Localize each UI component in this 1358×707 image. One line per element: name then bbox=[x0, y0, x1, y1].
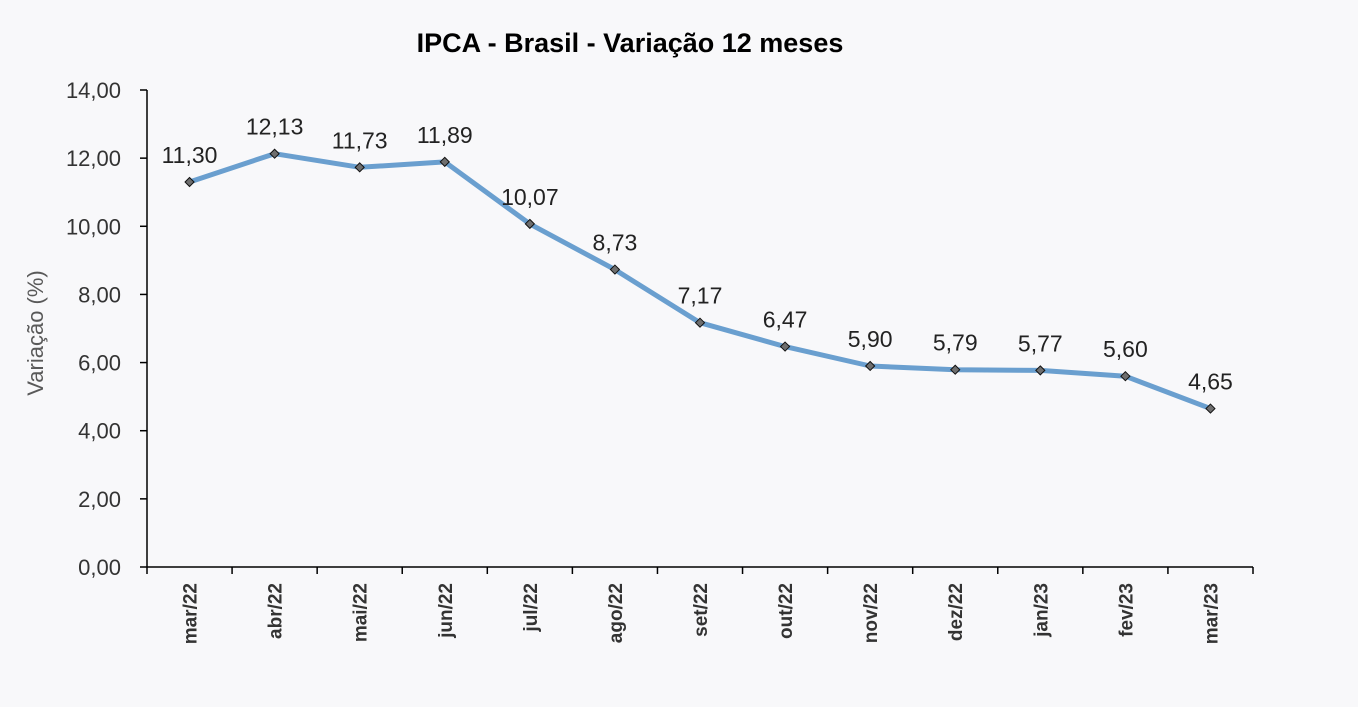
data-label: 5,90 bbox=[848, 326, 893, 352]
data-label: 5,79 bbox=[933, 330, 978, 356]
x-tick-label: dez/22 bbox=[946, 583, 967, 641]
data-point-marker bbox=[1120, 370, 1131, 382]
data-point-marker bbox=[609, 264, 621, 275]
data-point-marker bbox=[1035, 365, 1046, 376]
data-point-marker bbox=[779, 341, 791, 352]
data-point-marker bbox=[950, 364, 961, 375]
data-point-marker bbox=[1205, 403, 1216, 414]
series-line bbox=[187, 151, 1213, 412]
data-point-marker bbox=[694, 317, 706, 328]
data-label: 11,73 bbox=[332, 127, 388, 153]
data-label: 11,89 bbox=[417, 122, 473, 148]
data-markers bbox=[184, 148, 1216, 414]
y-tick-label: 4,00 bbox=[78, 419, 121, 444]
y-tick-label: 14,00 bbox=[66, 78, 121, 103]
x-tick-label: mar/23 bbox=[1201, 583, 1222, 644]
x-tick-label: jul/22 bbox=[521, 583, 542, 633]
x-tick-label: mar/22 bbox=[181, 583, 202, 644]
x-tick-labels: mar/22 abr/22 mai/22 jun/22 jul/22 ago/22 set/… bbox=[181, 583, 1223, 644]
data-point-marker bbox=[524, 218, 536, 230]
data-label: 12,13 bbox=[246, 114, 304, 140]
data-label: 6,47 bbox=[763, 307, 808, 333]
axes-group bbox=[140, 89, 1254, 574]
data-label: 10,07 bbox=[501, 184, 559, 210]
x-tick-label: jun/22 bbox=[436, 583, 457, 639]
y-tick-label: 8,00 bbox=[78, 282, 121, 307]
data-label: 7,17 bbox=[678, 283, 723, 309]
data-point-marker bbox=[184, 176, 195, 188]
x-tick-label: ago/22 bbox=[606, 583, 627, 643]
series-line-group bbox=[187, 151, 1213, 412]
data-labels: 11,30 12,13 11,73 11,89 10,07 8,73 7,17 6,47 5,9… bbox=[162, 114, 1233, 395]
x-tick-label: set/22 bbox=[691, 583, 712, 637]
y-tick-label: 10,00 bbox=[66, 214, 121, 239]
y-tick-label: 6,00 bbox=[78, 351, 121, 376]
data-point-marker bbox=[354, 162, 365, 173]
data-label: 4,65 bbox=[1188, 369, 1233, 395]
data-point-marker bbox=[864, 360, 876, 372]
x-tick-label: mai/22 bbox=[351, 583, 372, 642]
data-point-marker bbox=[269, 148, 280, 159]
x-tick-label: abr/22 bbox=[266, 583, 287, 639]
x-tick-label: fev/23 bbox=[1116, 583, 1137, 637]
y-axis-label: Variação (%) bbox=[23, 270, 48, 396]
y-tick-label: 12,00 bbox=[66, 146, 121, 171]
chart-title: IPCA - Brasil - Variação 12 meses bbox=[417, 28, 844, 58]
y-tick-label: 2,00 bbox=[78, 487, 121, 512]
data-label: 11,30 bbox=[162, 142, 218, 168]
data-point-marker bbox=[439, 156, 450, 168]
data-label: 8,73 bbox=[593, 230, 638, 256]
y-tick-labels: 0,00 2,00 4,00 6,00 8,00 10,00 12,00 14,00 bbox=[66, 78, 121, 580]
x-tick-label: nov/22 bbox=[861, 583, 882, 643]
x-tick-label: jan/23 bbox=[1031, 583, 1052, 638]
data-label: 5,77 bbox=[1018, 330, 1063, 356]
data-label: 5,60 bbox=[1103, 336, 1148, 362]
x-tick-label: out/22 bbox=[776, 583, 797, 639]
y-tick-label: 0,00 bbox=[78, 555, 121, 580]
